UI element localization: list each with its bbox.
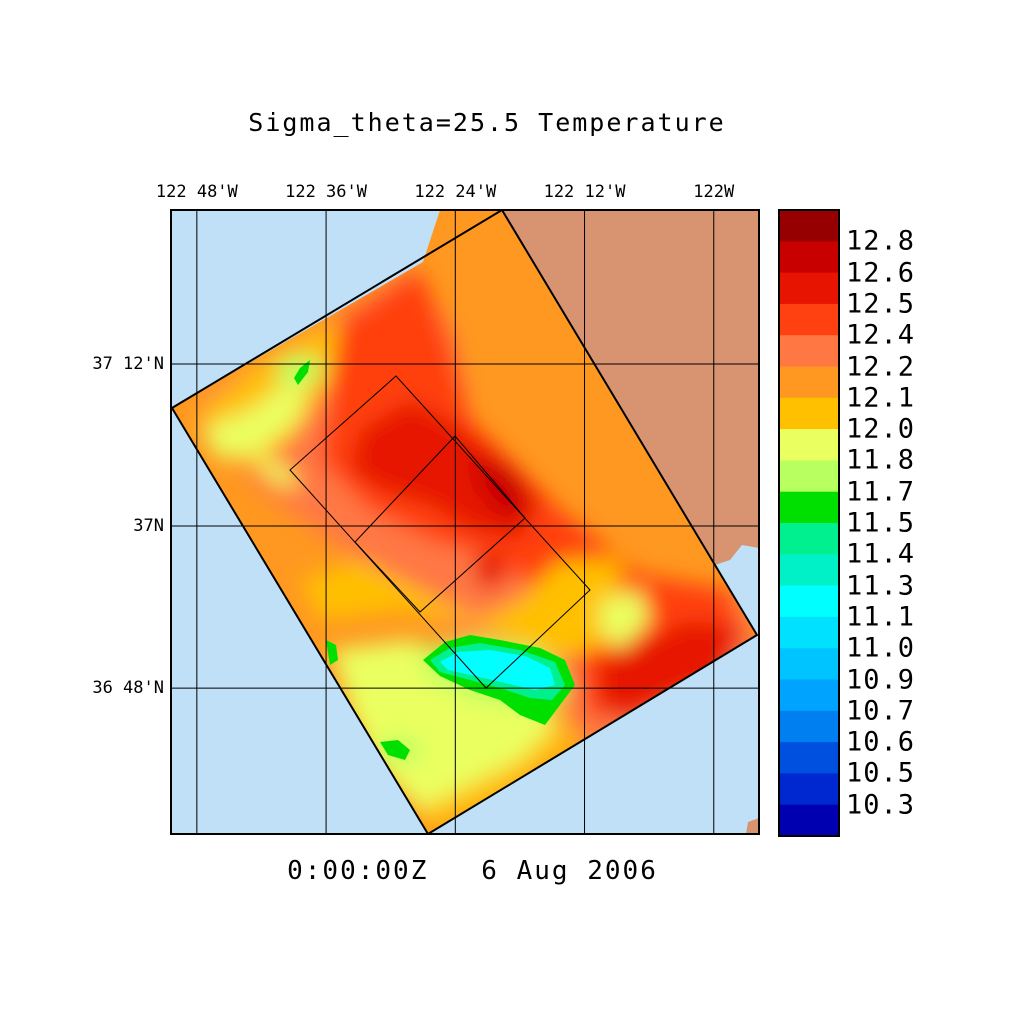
colorbar-swatch: [779, 554, 839, 587]
colorbar-swatch: [779, 460, 839, 493]
colorbar-label: 10.9: [846, 664, 916, 695]
plot-frame: [170, 209, 760, 835]
colorbar-swatch: [779, 210, 839, 242]
colorbar-label: 11.7: [846, 476, 916, 508]
colorbar: [779, 210, 839, 837]
colorbar-label: 11.1: [846, 601, 916, 633]
longitude-label: 122 48'W: [155, 182, 238, 202]
plot-title: Sigma_theta=25.5 Temperature: [248, 108, 726, 137]
colorbar-swatch: [779, 366, 839, 399]
colorbar-swatch: [779, 272, 839, 305]
colorbar-label: 11.0: [846, 632, 916, 664]
colorbar-swatch: [779, 241, 839, 274]
colorbar-label: 12.4: [846, 319, 916, 351]
colorbar-label: 12.8: [846, 225, 916, 257]
model-domain-outline: [171, 210, 759, 834]
latitude-label: 36 48'N: [92, 678, 164, 699]
colorbar-swatch: [779, 679, 839, 712]
longitude-label: 122 36'W: [285, 182, 368, 202]
colorbar-swatch: [779, 585, 839, 618]
colorbar-label: 10.5: [846, 757, 916, 789]
cold-patch-core: [440, 650, 555, 690]
colorbar-swatch: [779, 335, 839, 367]
colorbar-swatch: [779, 523, 839, 555]
latitude-label: 37 12'N: [92, 353, 164, 374]
colorbar-label: 12.1: [846, 382, 916, 414]
colorbar-label: 11.8: [846, 444, 916, 476]
colorbar-label: 10.3: [846, 789, 916, 821]
colorbar-swatch: [779, 429, 839, 461]
longitude-label: 122 24'W: [414, 182, 497, 202]
colorbar-swatch: [779, 804, 839, 837]
subdomain-box-large: [289, 375, 591, 689]
colorbar-swatch: [779, 397, 839, 430]
colorbar-swatch: [779, 710, 839, 743]
colorbar-label: 12.6: [846, 257, 916, 289]
land-mass-small: [746, 818, 759, 834]
graticule: [171, 210, 759, 834]
colorbar-swatch: [779, 303, 839, 336]
colorbar-label: 10.6: [846, 726, 916, 758]
colorbar-swatch: [779, 773, 839, 806]
latitude-label: 37N: [133, 516, 164, 537]
colorbar-swatch: [779, 616, 839, 649]
colorbar-label: 11.5: [846, 507, 916, 539]
colorbar-label: 11.3: [846, 570, 916, 602]
colorbar-swatch: [779, 648, 839, 680]
colorbar-label: 11.4: [846, 538, 916, 570]
colorbar-label: 12.2: [846, 351, 916, 382]
colorbar-swatch: [779, 491, 839, 524]
longitude-label: 122 12'W: [543, 182, 626, 202]
longitude-label: 122W: [693, 182, 735, 202]
colorbar-swatch: [779, 742, 839, 774]
colorbar-label: 12.0: [846, 413, 916, 445]
colorbar-label: 10.7: [846, 695, 916, 727]
colorbar-label: 12.5: [846, 288, 916, 320]
timestamp: 0:00:00Z 6 Aug 2006: [287, 856, 658, 886]
subdomain-box-inner: [354, 435, 526, 613]
colorbar-frame: [778, 209, 840, 837]
